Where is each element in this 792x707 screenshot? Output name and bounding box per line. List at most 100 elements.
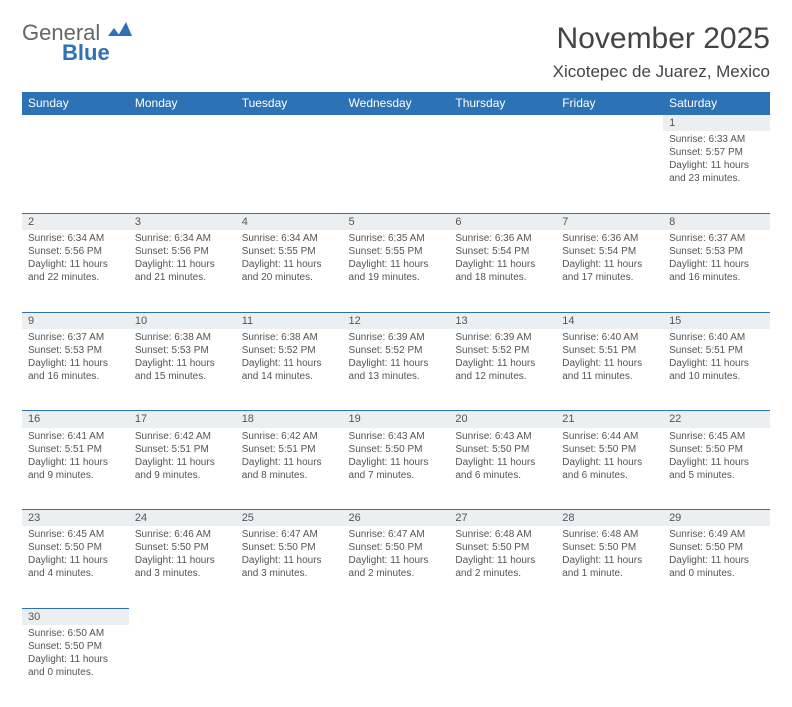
day-number-cell: 20 (449, 411, 556, 428)
day-number-cell: 1 (663, 115, 770, 132)
day-content-cell: Sunrise: 6:47 AMSunset: 5:50 PMDaylight:… (343, 526, 450, 608)
daylight-text: Daylight: 11 hours and 9 minutes. (28, 456, 123, 482)
sunset-text: Sunset: 5:51 PM (562, 344, 657, 357)
sunrise-text: Sunrise: 6:43 AM (349, 430, 444, 443)
weekday-header: Thursday (449, 92, 556, 115)
daylight-text: Daylight: 11 hours and 8 minutes. (242, 456, 337, 482)
weekday-header: Monday (129, 92, 236, 115)
sunrise-text: Sunrise: 6:35 AM (349, 232, 444, 245)
day-number-cell: 25 (236, 510, 343, 527)
sunset-text: Sunset: 5:52 PM (349, 344, 444, 357)
title-block: November 2025 Xicotepec de Juarez, Mexic… (553, 22, 770, 82)
daylight-text: Daylight: 11 hours and 19 minutes. (349, 258, 444, 284)
weekday-header: Saturday (663, 92, 770, 115)
day-content-cell (22, 131, 129, 213)
daylight-text: Daylight: 11 hours and 7 minutes. (349, 456, 444, 482)
day-content-cell: Sunrise: 6:38 AMSunset: 5:52 PMDaylight:… (236, 329, 343, 411)
sunset-text: Sunset: 5:55 PM (242, 245, 337, 258)
day-number-cell (449, 115, 556, 132)
day-number-cell: 26 (343, 510, 450, 527)
day-number-cell: 28 (556, 510, 663, 527)
weekday-header: Sunday (22, 92, 129, 115)
sunset-text: Sunset: 5:52 PM (242, 344, 337, 357)
sunset-text: Sunset: 5:50 PM (349, 443, 444, 456)
daylight-text: Daylight: 11 hours and 1 minute. (562, 554, 657, 580)
day-number-cell (663, 608, 770, 625)
day-number-cell (129, 608, 236, 625)
day-content-cell (449, 131, 556, 213)
sunset-text: Sunset: 5:53 PM (135, 344, 230, 357)
daylight-text: Daylight: 11 hours and 23 minutes. (669, 159, 764, 185)
daylight-text: Daylight: 11 hours and 15 minutes. (135, 357, 230, 383)
day-number-cell: 4 (236, 213, 343, 230)
day-content-cell: Sunrise: 6:36 AMSunset: 5:54 PMDaylight:… (449, 230, 556, 312)
sunrise-text: Sunrise: 6:45 AM (669, 430, 764, 443)
day-number-cell: 7 (556, 213, 663, 230)
day-number-cell: 6 (449, 213, 556, 230)
day-number-cell (236, 608, 343, 625)
day-content-cell: Sunrise: 6:44 AMSunset: 5:50 PMDaylight:… (556, 428, 663, 510)
day-number-cell: 14 (556, 312, 663, 329)
sunset-text: Sunset: 5:50 PM (28, 541, 123, 554)
content-row: Sunrise: 6:37 AMSunset: 5:53 PMDaylight:… (22, 329, 770, 411)
daylight-text: Daylight: 11 hours and 2 minutes. (349, 554, 444, 580)
day-content-cell (449, 625, 556, 707)
day-number-cell: 9 (22, 312, 129, 329)
daylight-text: Daylight: 11 hours and 2 minutes. (455, 554, 550, 580)
day-content-cell: Sunrise: 6:48 AMSunset: 5:50 PMDaylight:… (556, 526, 663, 608)
sunset-text: Sunset: 5:57 PM (669, 146, 764, 159)
page-title: November 2025 (553, 22, 770, 56)
day-number-cell: 29 (663, 510, 770, 527)
daynum-row: 16171819202122 (22, 411, 770, 428)
day-content-cell: Sunrise: 6:34 AMSunset: 5:56 PMDaylight:… (129, 230, 236, 312)
weekday-header-row: Sunday Monday Tuesday Wednesday Thursday… (22, 92, 770, 115)
day-number-cell: 18 (236, 411, 343, 428)
daylight-text: Daylight: 11 hours and 9 minutes. (135, 456, 230, 482)
day-content-cell (663, 625, 770, 707)
day-content-cell: Sunrise: 6:37 AMSunset: 5:53 PMDaylight:… (22, 329, 129, 411)
day-number-cell: 21 (556, 411, 663, 428)
daynum-row: 23242526272829 (22, 510, 770, 527)
daynum-row: 30 (22, 608, 770, 625)
daylight-text: Daylight: 11 hours and 16 minutes. (669, 258, 764, 284)
sunrise-text: Sunrise: 6:49 AM (669, 528, 764, 541)
logo: General Blue (22, 22, 132, 64)
daynum-row: 1 (22, 115, 770, 132)
day-number-cell: 22 (663, 411, 770, 428)
sunrise-text: Sunrise: 6:47 AM (349, 528, 444, 541)
daylight-text: Daylight: 11 hours and 11 minutes. (562, 357, 657, 383)
day-content-cell: Sunrise: 6:45 AMSunset: 5:50 PMDaylight:… (22, 526, 129, 608)
day-content-cell (343, 131, 450, 213)
daylight-text: Daylight: 11 hours and 22 minutes. (28, 258, 123, 284)
sunrise-text: Sunrise: 6:43 AM (455, 430, 550, 443)
day-content-cell: Sunrise: 6:45 AMSunset: 5:50 PMDaylight:… (663, 428, 770, 510)
day-number-cell: 17 (129, 411, 236, 428)
daylight-text: Daylight: 11 hours and 4 minutes. (28, 554, 123, 580)
day-number-cell: 2 (22, 213, 129, 230)
sunset-text: Sunset: 5:50 PM (135, 541, 230, 554)
sunrise-text: Sunrise: 6:39 AM (349, 331, 444, 344)
day-number-cell (22, 115, 129, 132)
sunset-text: Sunset: 5:50 PM (669, 443, 764, 456)
day-content-cell: Sunrise: 6:37 AMSunset: 5:53 PMDaylight:… (663, 230, 770, 312)
day-content-cell: Sunrise: 6:40 AMSunset: 5:51 PMDaylight:… (663, 329, 770, 411)
sunrise-text: Sunrise: 6:38 AM (135, 331, 230, 344)
sunrise-text: Sunrise: 6:48 AM (455, 528, 550, 541)
sunrise-text: Sunrise: 6:50 AM (28, 627, 123, 640)
daylight-text: Daylight: 11 hours and 18 minutes. (455, 258, 550, 284)
day-content-cell: Sunrise: 6:48 AMSunset: 5:50 PMDaylight:… (449, 526, 556, 608)
sunrise-text: Sunrise: 6:34 AM (242, 232, 337, 245)
day-number-cell (343, 115, 450, 132)
weekday-header: Tuesday (236, 92, 343, 115)
sunrise-text: Sunrise: 6:40 AM (669, 331, 764, 344)
day-content-cell: Sunrise: 6:42 AMSunset: 5:51 PMDaylight:… (236, 428, 343, 510)
sunset-text: Sunset: 5:53 PM (669, 245, 764, 258)
sunrise-text: Sunrise: 6:37 AM (28, 331, 123, 344)
sunrise-text: Sunrise: 6:42 AM (242, 430, 337, 443)
day-content-cell (129, 625, 236, 707)
content-row: Sunrise: 6:50 AMSunset: 5:50 PMDaylight:… (22, 625, 770, 707)
day-number-cell (556, 115, 663, 132)
sunset-text: Sunset: 5:51 PM (242, 443, 337, 456)
calendar-table: Sunday Monday Tuesday Wednesday Thursday… (22, 92, 770, 707)
content-row: Sunrise: 6:33 AMSunset: 5:57 PMDaylight:… (22, 131, 770, 213)
